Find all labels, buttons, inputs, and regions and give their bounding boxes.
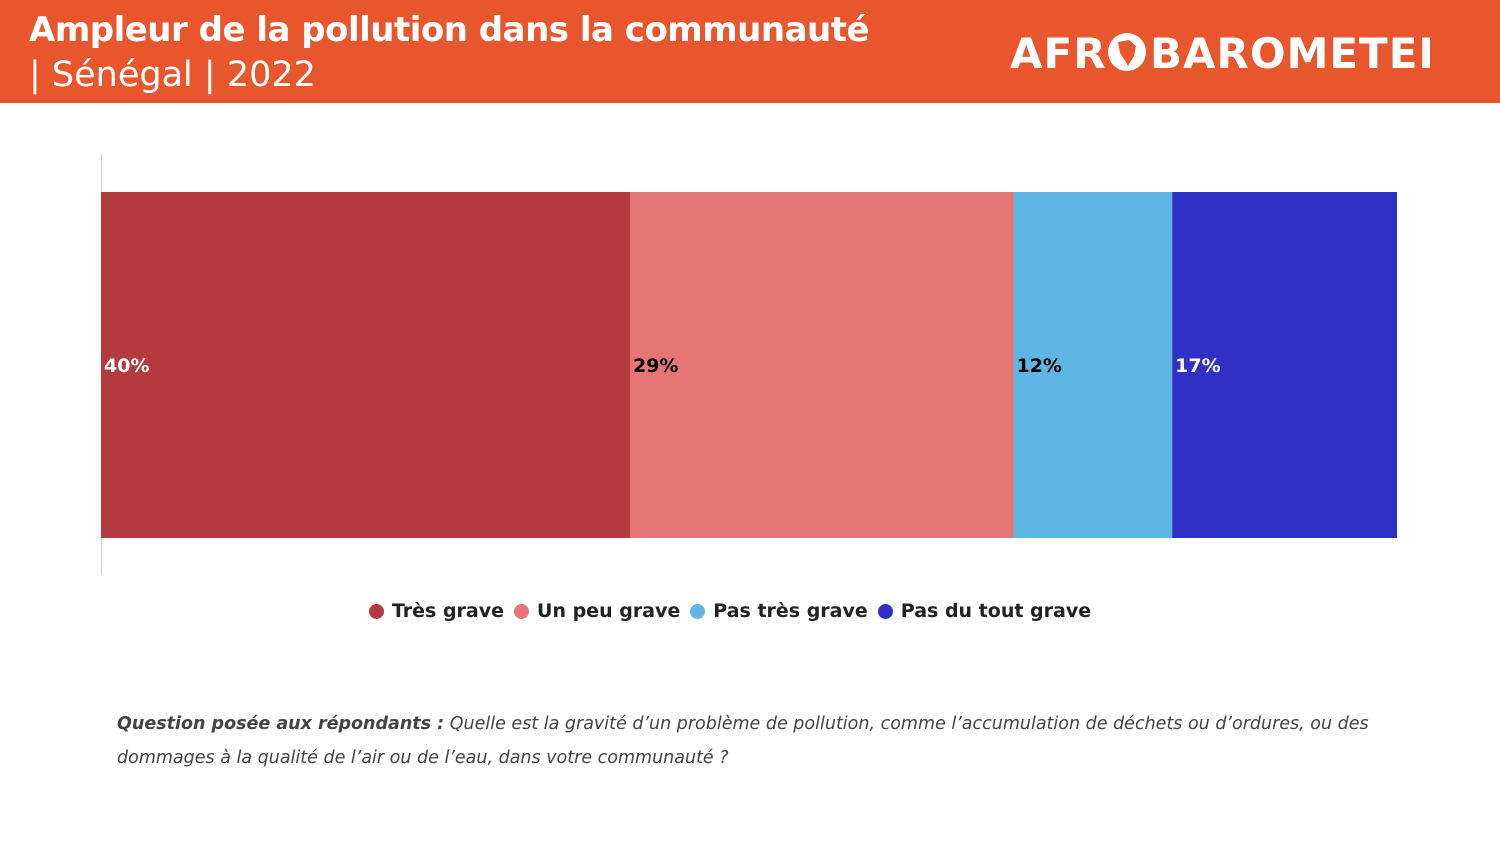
legend-item-tres-grave: Très grave — [368, 600, 505, 622]
legend-item-pas-tres-grave: Pas très grave — [690, 600, 868, 622]
afrobarometer-logo: AFR BAROMETER — [1010, 26, 1430, 78]
legend-dot-icon — [368, 603, 384, 619]
bar-segment-3 — [1013, 192, 1173, 538]
data-label-1: 40% — [104, 355, 149, 377]
legend-label: Très grave — [391, 600, 505, 622]
bar-segment-4 — [1172, 192, 1397, 538]
afrobarometer-logo-mark: AFR BAROMETER — [1010, 29, 1430, 78]
svg-text:BAROMETER: BAROMETER — [1150, 29, 1430, 78]
bar-segment-1 — [101, 192, 630, 538]
question-text: Quelle est la gravité d’un problème de p… — [117, 714, 1369, 768]
legend-dot-icon — [877, 603, 893, 619]
question-note: Question posée aux répondants : Quelle e… — [117, 707, 1427, 775]
data-label-2: 29% — [633, 355, 678, 377]
page-title: Ampleur de la pollution dans la communau… — [29, 10, 870, 50]
legend-dot-icon — [514, 603, 530, 619]
data-label-4: 17% — [1175, 355, 1220, 377]
bar-segments: 40% 29% 12% 17% — [101, 192, 1397, 538]
bar-segment-2 — [629, 192, 1014, 538]
legend-dot-icon — [690, 603, 706, 619]
header-banner: Ampleur de la pollution dans la communau… — [0, 0, 1500, 103]
legend-item-pas-du-tout-grave: Pas du tout grave — [877, 600, 1092, 622]
chart-legend: Très grave Un peu grave Pas très grave P… — [0, 600, 1460, 622]
stacked-bar-chart: 40% 29% 12% 17% — [101, 154, 1397, 575]
legend-label: Pas très grave — [713, 600, 868, 622]
svg-text:AFR: AFR — [1010, 29, 1107, 78]
page-subtitle: | Sénégal | 2022 — [29, 55, 316, 95]
data-label-3: 12% — [1016, 355, 1061, 377]
legend-item-un-peu-grave: Un peu grave — [514, 600, 680, 622]
question-lead: Question posée aux répondants : — [117, 714, 445, 734]
legend-label: Un peu grave — [537, 600, 681, 622]
legend-label: Pas du tout grave — [900, 600, 1092, 622]
